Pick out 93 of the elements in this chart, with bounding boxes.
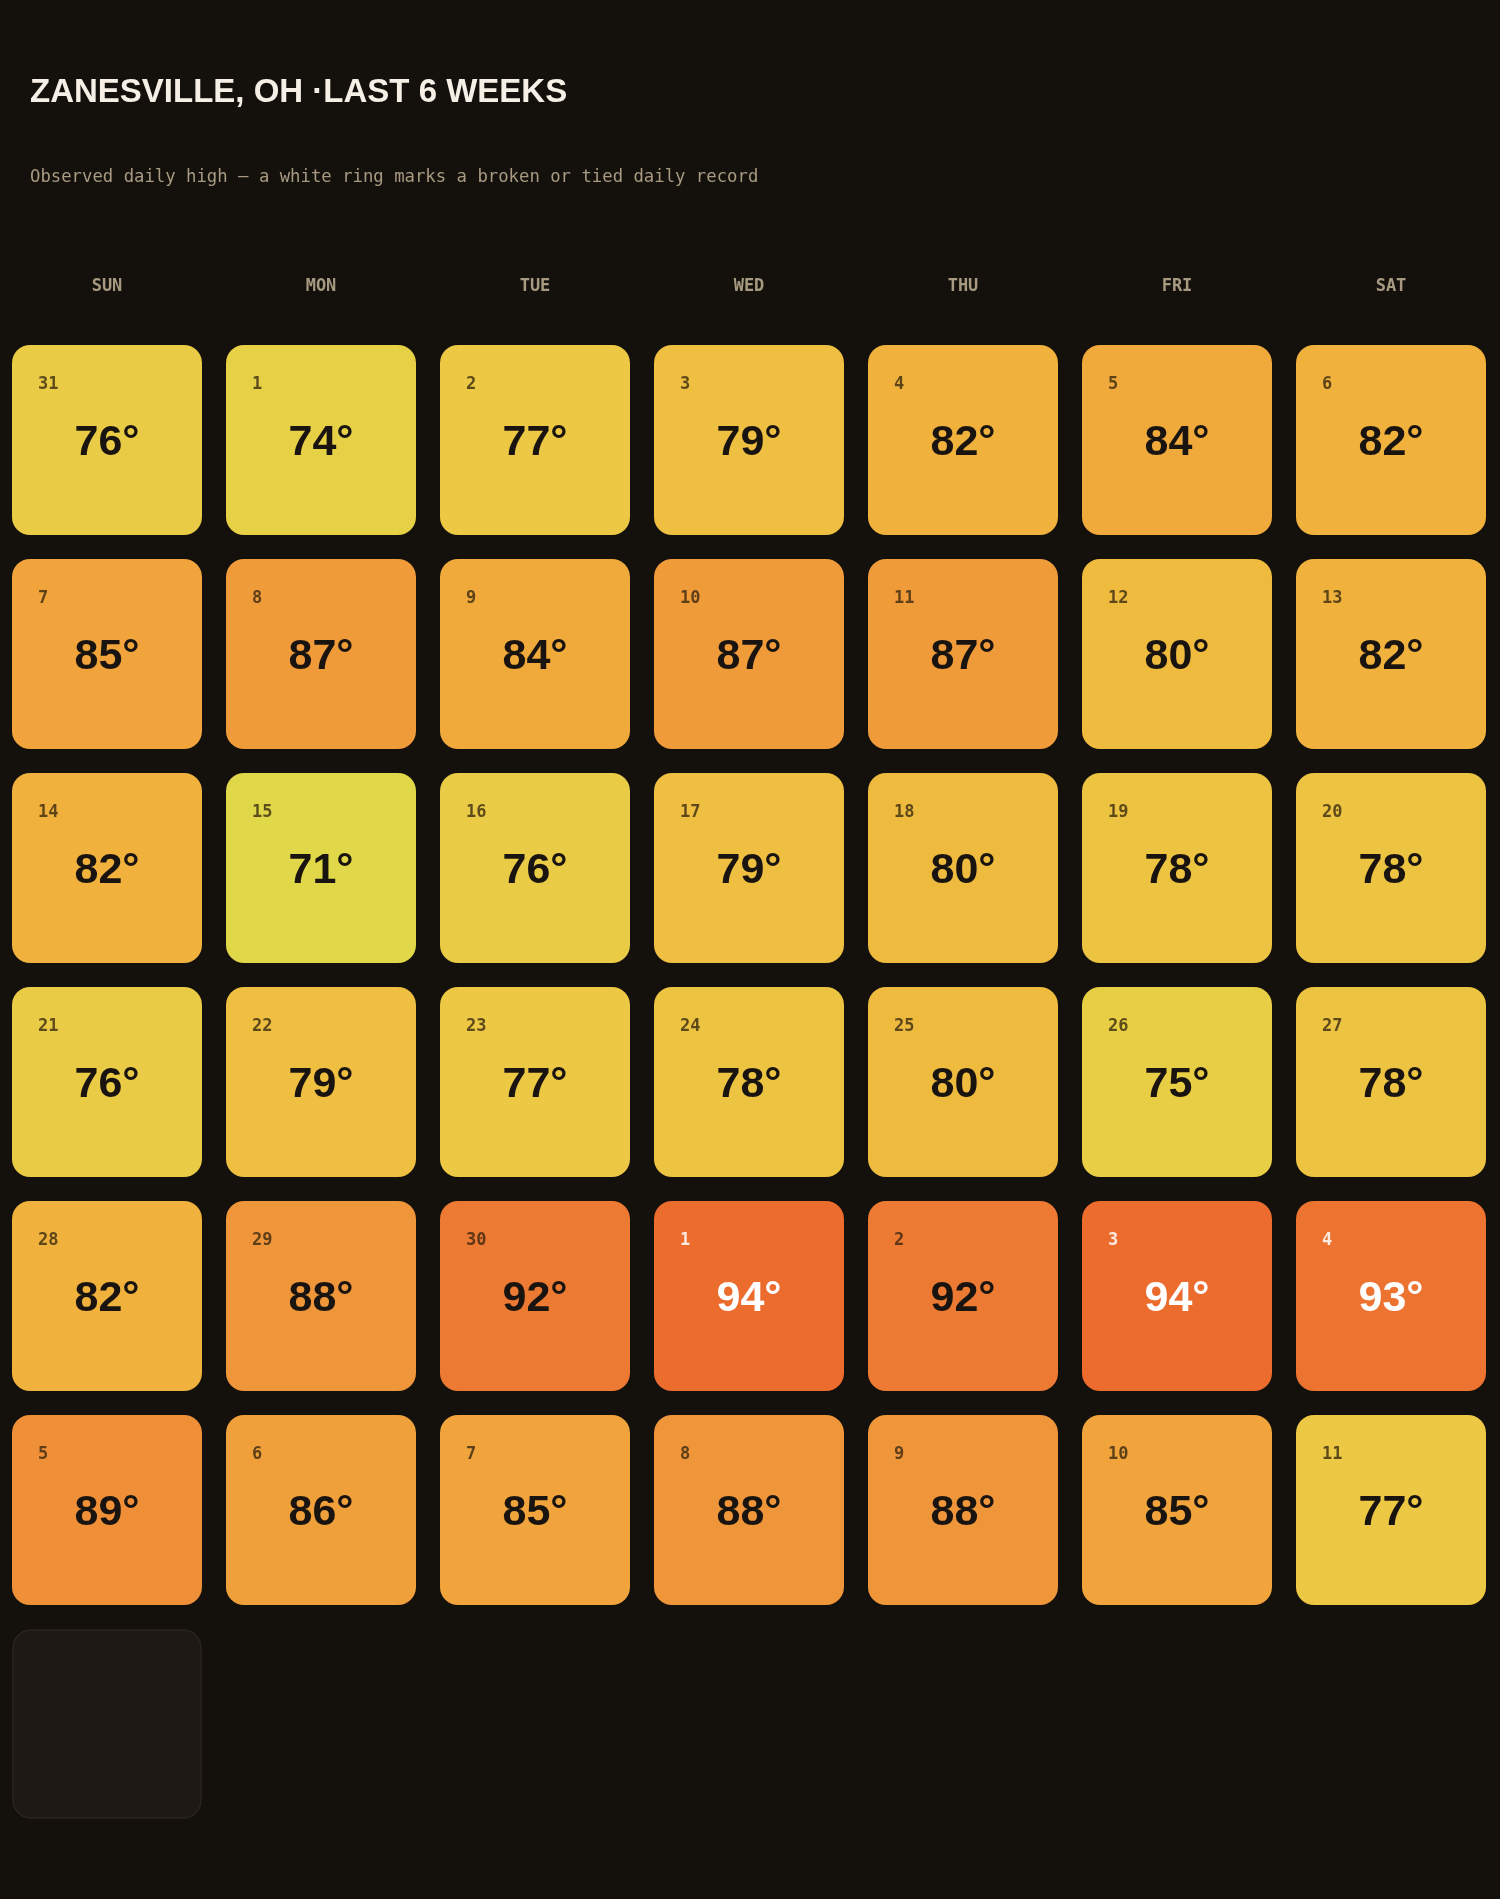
data-label: 78°	[1358, 1058, 1424, 1106]
annotation: 16	[466, 801, 487, 821]
x-tick-label: FRI	[1161, 275, 1193, 295]
x-tick-label: WED	[733, 275, 765, 295]
data-label: 79°	[716, 416, 782, 464]
data-label: 79°	[716, 844, 782, 892]
annotation: 10	[1108, 1443, 1129, 1463]
annotation: 27	[1322, 1015, 1343, 1035]
annotation: 3	[680, 373, 691, 393]
data-label: 93°	[1358, 1272, 1424, 1320]
data-label: 94°	[1144, 1272, 1210, 1320]
data-label: 84°	[502, 630, 568, 678]
annotation: 12	[1108, 587, 1129, 607]
annotation: 5	[1108, 373, 1119, 393]
annotation: 26	[1108, 1015, 1129, 1035]
annotation: 11	[894, 587, 915, 607]
data-label: 94°	[716, 1272, 782, 1320]
annotation: 7	[38, 587, 49, 607]
data-label: 71°	[288, 844, 354, 892]
data-label: 84°	[1144, 416, 1210, 464]
annotation: 30	[466, 1229, 487, 1249]
x-tick-label: SUN	[91, 275, 123, 295]
data-label: 87°	[716, 630, 782, 678]
data-label: 76°	[74, 416, 140, 464]
data-label: 87°	[288, 630, 354, 678]
data-label: 79°	[288, 1058, 354, 1106]
x-tick-label: TUE	[519, 275, 551, 295]
data-label: 87°	[930, 630, 996, 678]
annotation: 23	[466, 1015, 487, 1035]
annotation: 10	[680, 587, 701, 607]
chart-subtitle: Observed daily high — a white ring marks a broken or tied daily record	[30, 166, 759, 186]
annotation: 25	[894, 1015, 915, 1035]
data-label: 77°	[502, 1058, 568, 1106]
data-label: 88°	[288, 1272, 354, 1320]
annotation: 21	[38, 1015, 59, 1035]
data-label: 78°	[1358, 844, 1424, 892]
annotation: 31	[38, 373, 59, 393]
annotation: 2	[466, 373, 477, 393]
annotation: 13	[1322, 587, 1343, 607]
annotation: 6	[1322, 373, 1333, 393]
data-label: 85°	[502, 1486, 568, 1534]
annotation: 5	[38, 1443, 49, 1463]
annotation: 11	[1322, 1443, 1343, 1463]
x-tick-label: MON	[305, 275, 337, 295]
data-label: 88°	[930, 1486, 996, 1534]
annotation: 9	[466, 587, 477, 607]
annotation: 1	[680, 1229, 691, 1249]
annotation: 6	[252, 1443, 263, 1463]
annotation: 3	[1108, 1229, 1119, 1249]
annotation: 8	[680, 1443, 691, 1463]
data-label: 85°	[74, 630, 140, 678]
data-label: 76°	[502, 844, 568, 892]
annotation: 19	[1108, 801, 1129, 821]
data-label: 82°	[74, 1272, 140, 1320]
data-label: 86°	[288, 1486, 354, 1534]
annotation: 4	[894, 373, 905, 393]
data-label: 92°	[930, 1272, 996, 1320]
x-tick-label: SAT	[1375, 275, 1407, 295]
data-label: 82°	[1358, 416, 1424, 464]
data-label: 89°	[74, 1486, 140, 1534]
annotation: 15	[252, 801, 273, 821]
annotation: 1	[252, 373, 263, 393]
annotation: 14	[38, 801, 59, 821]
data-label: 92°	[502, 1272, 568, 1320]
data-label: 74°	[288, 416, 354, 464]
data-label: 80°	[930, 1058, 996, 1106]
data-label: 82°	[1358, 630, 1424, 678]
data-label: 78°	[1144, 844, 1210, 892]
annotation: 7	[466, 1443, 477, 1463]
data-label: 80°	[1144, 630, 1210, 678]
data-label: 85°	[1144, 1486, 1210, 1534]
annotation: 18	[894, 801, 915, 821]
data-label: 75°	[1144, 1058, 1210, 1106]
annotation: 24	[680, 1015, 701, 1035]
data-label: 82°	[74, 844, 140, 892]
annotation: 4	[1322, 1229, 1333, 1249]
annotation: 22	[252, 1015, 273, 1035]
data-label: 82°	[930, 416, 996, 464]
data-label: 77°	[502, 416, 568, 464]
annotation: 29	[252, 1229, 273, 1249]
x-tick-label: THU	[947, 275, 979, 295]
data-label: 80°	[930, 844, 996, 892]
data-label: 77°	[1358, 1486, 1424, 1534]
data-label: 78°	[716, 1058, 782, 1106]
annotation: 2	[894, 1229, 905, 1249]
annotation: 9	[894, 1443, 905, 1463]
annotation: 28	[38, 1229, 59, 1249]
annotation: 8	[252, 587, 263, 607]
annotation: 20	[1322, 801, 1343, 821]
annotation: 17	[680, 801, 701, 821]
chart-title: ZANESVILLE, OH ·LAST 6 WEEKS	[30, 72, 568, 109]
data-label: 76°	[74, 1058, 140, 1106]
data-label: 88°	[716, 1486, 782, 1534]
